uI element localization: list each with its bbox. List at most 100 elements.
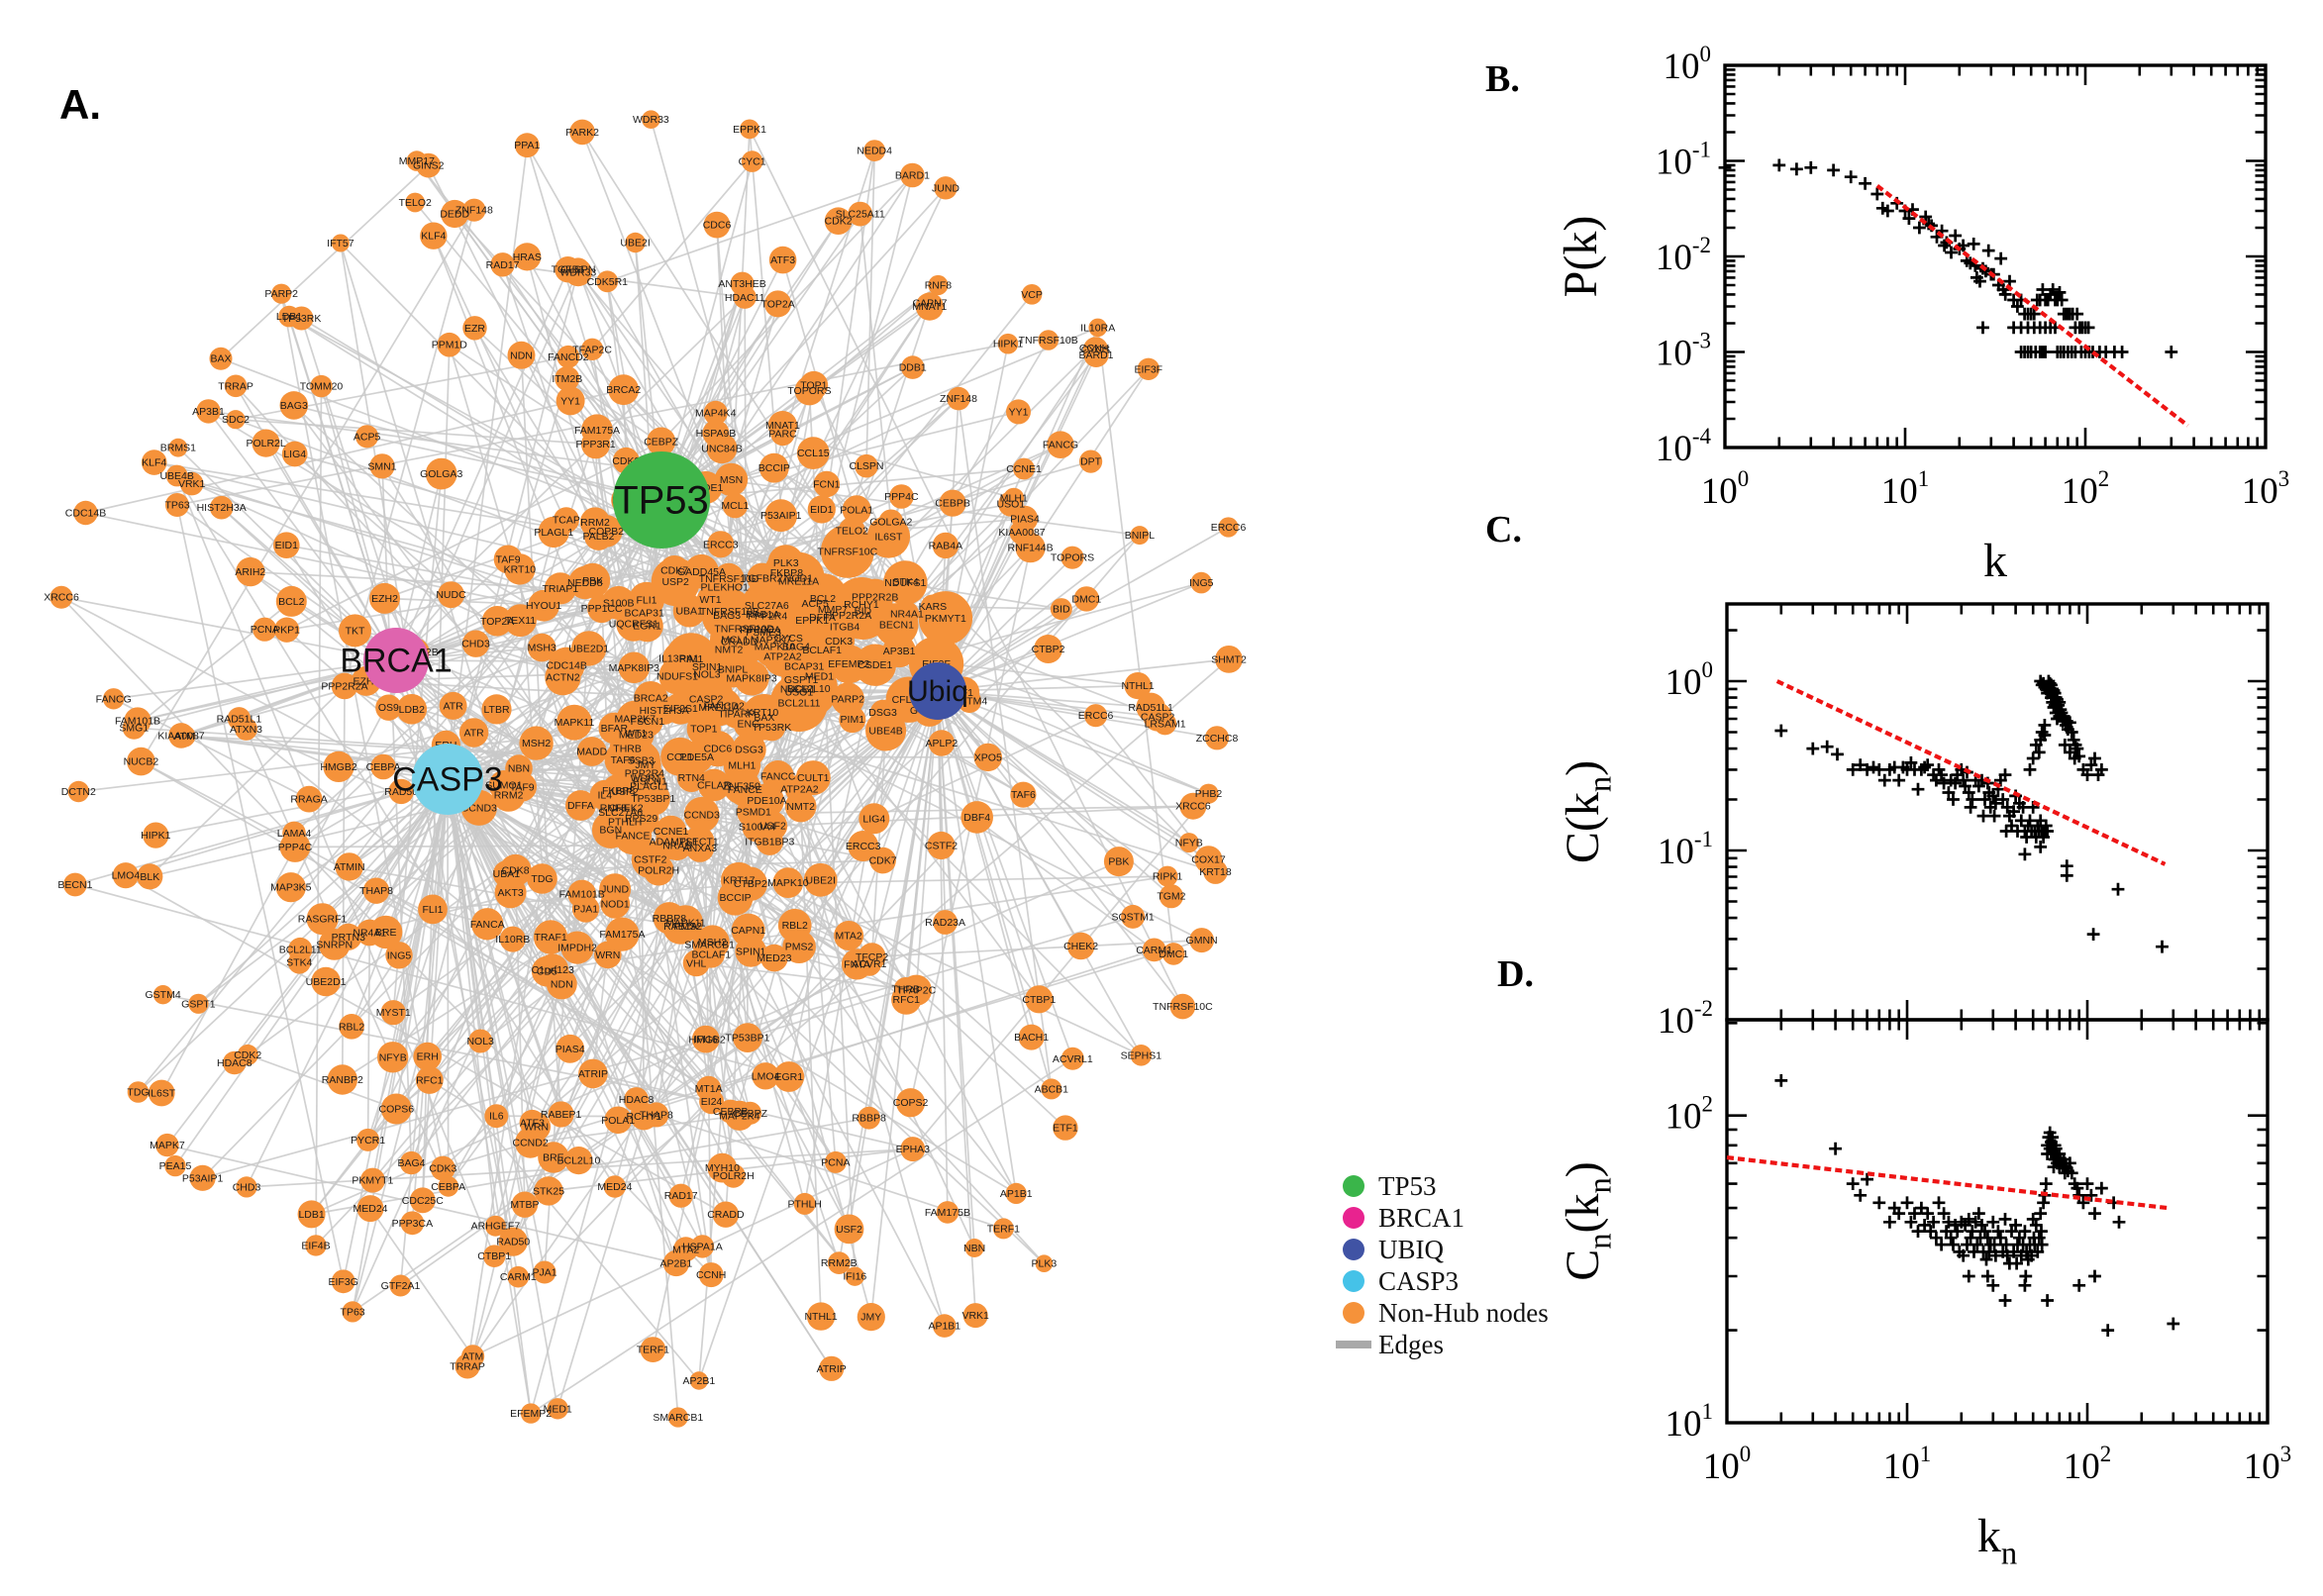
network-node-label: BRE [375, 927, 397, 939]
network-node [1073, 586, 1100, 612]
legend-swatch-brca1 [1343, 1207, 1364, 1229]
network-node-label: ATMIN [334, 861, 365, 873]
network-node [642, 110, 660, 129]
y-tick-label: 100 [1666, 657, 1713, 703]
network-node-label: RRAGA [290, 794, 327, 806]
network-node-label: DBF4 [963, 812, 990, 824]
network-node-label: RAB4A [929, 540, 962, 551]
network-node [356, 1195, 384, 1223]
network-node [418, 894, 448, 925]
network-node-label: POLR2H [638, 865, 679, 877]
network-node-label: PJA1 [573, 904, 598, 916]
network-edge [607, 174, 913, 283]
scatter-points [1718, 158, 2178, 358]
x-tick-label: 100 [1701, 466, 1749, 512]
network-node [168, 438, 188, 457]
network-node-label: RAD50 [496, 1237, 530, 1248]
network-node-label: UBE2I [806, 874, 836, 886]
network-node [712, 1201, 740, 1228]
network-node-label: UNC84B [701, 443, 742, 454]
network-edge [502, 263, 746, 299]
network-node [722, 493, 749, 519]
network-node-label: MYH10 [705, 1162, 740, 1174]
network-node [760, 944, 788, 972]
network-node [1084, 704, 1108, 728]
network-node-label: MED24 [353, 1203, 387, 1215]
panel-a-label: A. [59, 81, 101, 128]
network-node [538, 1142, 569, 1173]
network-edge [247, 1053, 397, 1110]
network-node-label: MT1A [695, 1083, 723, 1095]
network-node-label: CULT1 [797, 772, 830, 784]
network-node-label: VRK1 [961, 1310, 989, 1322]
legend-label-edges: Edges [1378, 1330, 1444, 1359]
network-node [1053, 1115, 1078, 1141]
network-node-label: LAMA4 [277, 828, 312, 840]
network-node [388, 778, 414, 805]
hub-node-brca1 [363, 628, 429, 693]
network-edge [383, 597, 712, 955]
network-node [794, 375, 825, 406]
network-node-label: CLSPN [849, 460, 883, 472]
network-node [481, 606, 513, 637]
network-node-label: TNFRSF10D [699, 573, 759, 585]
network-node-label: AP2B1 [660, 1257, 693, 1269]
network-node-label: WDR33 [560, 267, 597, 279]
network-node [355, 425, 379, 449]
network-edge [660, 213, 861, 501]
network-node [331, 234, 350, 252]
network-edge [453, 705, 1045, 1264]
network-node [947, 386, 970, 411]
network-node-label: VCP [1021, 289, 1043, 301]
network-node-label: TP53BP1 [726, 1033, 770, 1045]
network-edge [351, 778, 449, 1028]
network-node-label: FANCC [760, 771, 796, 783]
network-edge [220, 164, 430, 359]
panel-b-label: B. [1485, 58, 1520, 100]
network-node [399, 1150, 424, 1175]
network-edge [286, 579, 593, 632]
network-node-label: CEBPB [713, 1106, 749, 1118]
network-node-label: RCHY1 [844, 599, 879, 611]
legend-label-nonhub: Non-Hub nodes [1378, 1298, 1549, 1328]
network-node-label: BAG4 [397, 1157, 425, 1169]
network-node-label: ITGB4 [830, 621, 860, 633]
network-edge [140, 209, 475, 762]
network-panel: TP53RK KIAA0087 THAP8 CDC14B DSG3 NTHL1 CEBPZ V… [44, 110, 1247, 1428]
network-node [380, 1093, 412, 1125]
legend-label-casp3: CASP3 [1378, 1266, 1459, 1296]
network-node-label: LIG4 [862, 813, 885, 825]
network-node [224, 374, 248, 398]
network-node-label: EGR1 [775, 1071, 804, 1083]
network-node-label: DCTN2 [61, 786, 96, 798]
network-node-label: CSDE1 [858, 659, 892, 671]
network-node [842, 495, 871, 525]
network-node-label: BCAP31 [784, 660, 824, 672]
network-node [992, 1218, 1014, 1240]
network-node-label: TNFRSF10D [714, 623, 774, 635]
network-node-label: FANCD2 [703, 701, 745, 713]
network-edge [937, 690, 1053, 1090]
network-node-label: NTHL1 [804, 1311, 837, 1323]
network-edge [245, 729, 450, 1187]
network-node-label: PCNA [821, 1156, 850, 1168]
network-node [555, 256, 581, 283]
network-node [571, 631, 607, 666]
network-node-label: BGN [599, 825, 622, 837]
network-node-label: USF2 [759, 821, 786, 833]
network-node [758, 452, 789, 483]
network-node-label: ARIH2 [235, 566, 265, 578]
network-node-label: FANCE [615, 831, 650, 843]
network-node [143, 822, 169, 848]
network-node-label: MAPK8IP3 [609, 662, 660, 674]
network-node-label: S100B [603, 597, 635, 609]
network-node-label: GMNN [1186, 935, 1218, 947]
network-node-label: CAPN7 [912, 298, 947, 310]
fit-line [1726, 1155, 2169, 1211]
network-node-label: MTBP [510, 1199, 539, 1211]
network-node-label: RAD23A [925, 917, 965, 929]
network-node-label: PBK [1108, 856, 1129, 868]
network-node-label: PARP2 [831, 694, 864, 706]
network-node-label: SEPHS1 [1121, 1049, 1162, 1061]
network-node [673, 912, 703, 941]
